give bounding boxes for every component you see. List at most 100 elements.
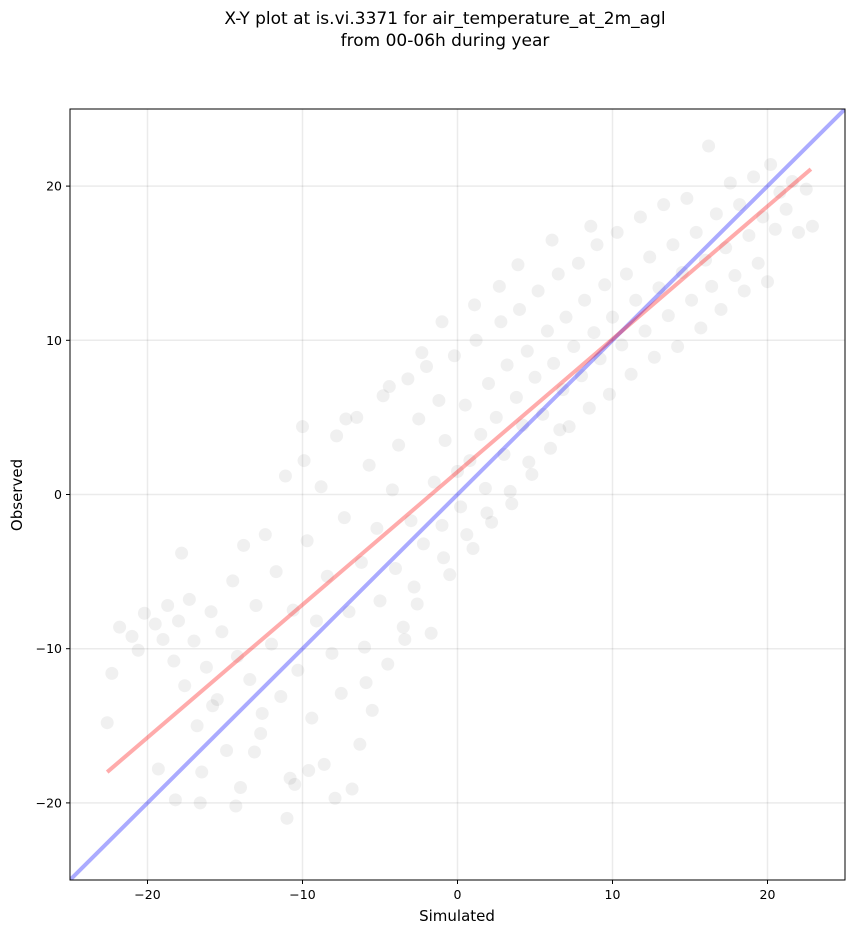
data-point [525,467,539,481]
data-point [606,310,619,324]
data-point [520,344,534,358]
data-point [432,393,446,407]
data-point [694,321,708,335]
data-point [799,182,813,196]
data-point [705,279,719,293]
data-point [562,420,576,434]
data-point [404,514,418,528]
data-point [619,267,633,281]
data-point [412,412,426,426]
data-point [699,253,712,267]
data-point [330,429,344,443]
chart-title: X-Y plot at is.vi.3371 for air_temperatu… [0,8,854,52]
data-point [376,389,390,403]
data-point [229,799,243,813]
data-point [610,225,624,239]
data-point [719,241,733,255]
data-point [438,434,452,448]
data-point [193,796,207,810]
data-point [805,219,819,233]
data-point [373,594,387,608]
data-point [468,298,482,312]
data-point [382,380,396,394]
data-point [571,256,585,270]
data-point [638,324,652,338]
data-point [553,423,567,437]
data-point [764,158,778,172]
data-point [761,275,774,289]
data-point [494,315,508,329]
data-point [167,654,181,668]
data-point [175,546,189,560]
data-point [598,278,612,292]
data-point [424,626,438,640]
data-point [247,745,261,759]
data-point [389,562,402,576]
data-point [105,666,119,680]
x-tick-label: 20 [760,887,776,902]
data-point [358,640,371,654]
data-point [443,568,457,582]
data-point [615,338,629,352]
data-point [148,617,162,631]
data-point [427,475,441,489]
data-point [370,521,384,535]
data-point [742,228,756,242]
data-point [237,538,251,552]
data-point [528,370,542,384]
data-point [401,372,415,386]
data-point [350,410,364,424]
data-point [513,302,526,316]
data-point [278,469,292,483]
data-point [547,356,561,370]
data-point [474,427,488,441]
data-point [265,637,278,651]
data-point [575,369,588,383]
data-point [305,711,319,725]
x-tick-label: 0 [454,887,462,902]
data-point [511,258,525,272]
data-point [545,233,559,247]
data-point [478,481,492,495]
data-point [254,727,268,741]
data-point [187,634,201,648]
data-point [463,454,477,468]
data-point [300,534,314,548]
data-point [337,511,351,525]
data-point [392,438,406,452]
data-point [269,565,283,579]
data-point [137,606,151,620]
data-point [666,238,680,252]
data-point [286,603,300,617]
data-point [733,198,747,212]
data-point [773,185,787,199]
data-point [489,410,503,424]
data-point [633,210,647,224]
data-point [671,339,685,353]
data-point [317,757,331,771]
y-tick-label: −10 [36,641,62,656]
data-point [172,614,185,628]
data-point [309,614,323,628]
data-point [482,376,495,390]
data-point [714,302,728,316]
data-point [365,703,379,717]
data-point [551,267,565,281]
data-point [505,497,519,511]
data-point [480,506,494,520]
x-tick-label: 10 [605,887,621,902]
data-point [723,176,737,190]
data-point [779,202,793,216]
data-point [578,293,592,307]
data-point [291,663,305,677]
x-axis-label: Simulated [419,907,495,925]
data-point [503,484,517,498]
data-point [226,574,240,588]
chart-title-line1: X-Y plot at is.vi.3371 for air_temperatu… [224,9,666,29]
y-tick-label: 20 [46,179,62,194]
data-point [458,398,472,412]
data-point [415,346,429,360]
data-point [359,676,373,690]
data-point [567,339,581,353]
data-point [362,458,376,472]
